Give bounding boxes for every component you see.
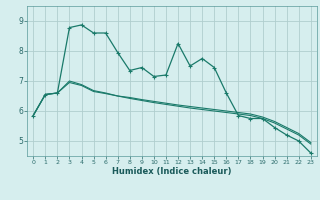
X-axis label: Humidex (Indice chaleur): Humidex (Indice chaleur) <box>112 167 232 176</box>
